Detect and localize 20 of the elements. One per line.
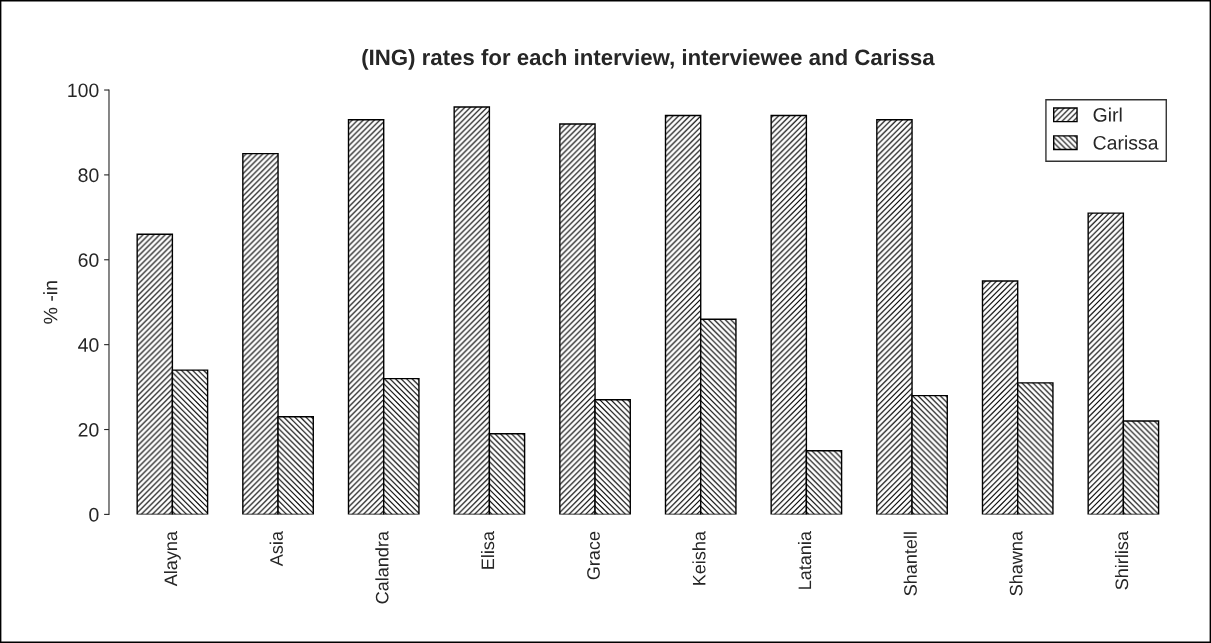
x-tick-label: Asia (269, 531, 283, 567)
x-tick-label: Shantell (903, 532, 917, 596)
y-tick-label: 60 (78, 253, 99, 268)
chart-title: (ING) rates for each interview, interviewee and Carissa (362, 48, 935, 70)
x-tick-label: Latania (797, 531, 812, 589)
y-tick-label: 100 (68, 83, 99, 98)
x-tick-label: Elisa (480, 531, 495, 569)
y-tick-label: 0 (89, 507, 99, 522)
legend-label: Carissa (1093, 135, 1159, 150)
x-tick-label: Alayna (163, 531, 181, 587)
y-axis-title: % -in (43, 281, 58, 324)
x-tick-label: Grace (587, 531, 600, 580)
legend-label: Girl (1093, 107, 1122, 122)
y-tick-label: 80 (78, 168, 99, 183)
x-tick-label: Calandra (375, 531, 389, 604)
y-tick-label: 20 (78, 422, 99, 437)
y-tick-label: 40 (78, 338, 99, 352)
x-tick-label: Shirlisa (1114, 531, 1129, 590)
x-tick-label: Shawna (1009, 531, 1023, 596)
x-tick-label: Keisha (692, 531, 706, 585)
